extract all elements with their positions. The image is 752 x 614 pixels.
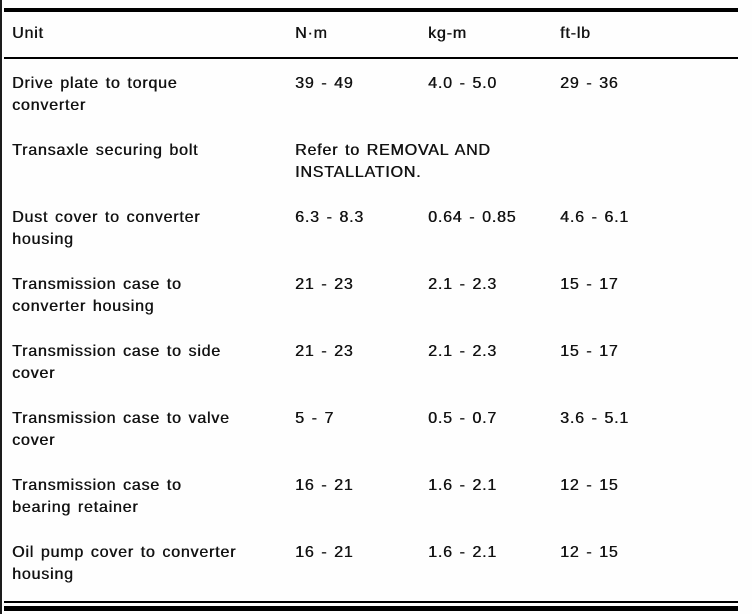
unit-cell-text: Transmission case to valve cover (12, 410, 230, 449)
kgm-value-cell: 2.1 - 2.3 (428, 276, 497, 293)
scan-edge-line (0, 0, 2, 614)
header-nm: N·m (287, 12, 420, 59)
kgm-value-cell: 4.0 - 5.0 (428, 75, 497, 92)
table-row: Transmission case to side cover 21 - 23 2.… (4, 327, 738, 394)
unit-cell: Transmission case to side cover (4, 327, 287, 394)
table-bottom-rule-thick (4, 606, 738, 611)
table-top-rule (4, 8, 738, 12)
nm-value-cell: 5 - 7 (295, 410, 335, 427)
kgm-value-cell: 0.64 - 0.85 (428, 209, 517, 226)
note-cell-text: Refer to REMOVAL AND INSTALLATION. (295, 142, 491, 181)
unit-cell-text: Transaxle securing bolt (12, 142, 199, 159)
table-row: Oil pump cover to converter housing 16 - … (4, 528, 738, 595)
unit-cell-text: Transmission case to side cover (12, 343, 221, 382)
kgm-value-cell: 1.6 - 2.1 (428, 544, 497, 561)
note-cell: Refer to REMOVAL AND INSTALLATION. (287, 126, 738, 193)
table-header-row: Unit N·m kg-m ft-lb (4, 12, 738, 59)
unit-cell-text: Dust cover to converter housing (12, 209, 201, 248)
table-row: Drive plate to torque converter 39 - 49 4.… (4, 58, 738, 126)
header-unit: Unit (4, 12, 287, 59)
unit-cell: Transmission case to valve cover (4, 394, 287, 461)
nm-value-cell: 6.3 - 8.3 (295, 209, 364, 226)
unit-cell: Dust cover to converter housing (4, 193, 287, 260)
table-row: Transaxle securing bolt Refer to REMOVAL … (4, 126, 738, 193)
table-bottom-rule-thin (4, 601, 738, 603)
unit-cell: Transmission case to bearing retainer (4, 461, 287, 528)
ftlb-value-cell: 15 - 17 (560, 343, 619, 360)
ftlb-value-cell: 4.6 - 6.1 (560, 209, 629, 226)
kgm-value-cell: 1.6 - 2.1 (428, 477, 497, 494)
unit-cell-text: Transmission case to bearing retainer (12, 477, 182, 516)
header-ftlb: ft-lb (552, 12, 738, 59)
unit-cell: Transaxle securing bolt (4, 126, 287, 193)
unit-cell: Transmission case to converter housing (4, 260, 287, 327)
header-kgm: kg-m (420, 12, 552, 59)
torque-spec-table: Unit N·m kg-m ft-lb Drive plate to torqu… (4, 12, 738, 595)
nm-value-cell: 21 - 23 (295, 343, 354, 360)
table-row: Transmission case to bearing retainer 16 … (4, 461, 738, 528)
unit-cell-text: Oil pump cover to converter housing (12, 544, 237, 583)
unit-cell-text: Transmission case to converter housing (12, 276, 182, 315)
unit-cell-text: Drive plate to torque converter (12, 75, 178, 114)
unit-cell: Oil pump cover to converter housing (4, 528, 287, 595)
table-row: Transmission case to converter housing 21… (4, 260, 738, 327)
ftlb-value-cell: 3.6 - 5.1 (560, 410, 629, 427)
kgm-value-cell: 2.1 - 2.3 (428, 343, 497, 360)
nm-value-cell: 16 - 21 (295, 544, 354, 561)
nm-value-cell: 21 - 23 (295, 276, 354, 293)
table-row: Transmission case to valve cover 5 - 7 0.5… (4, 394, 738, 461)
nm-value-cell: 16 - 21 (295, 477, 354, 494)
unit-cell: Drive plate to torque converter (4, 58, 287, 126)
ftlb-value-cell: 15 - 17 (560, 276, 619, 293)
nm-value-cell: 39 - 49 (295, 75, 354, 92)
kgm-value-cell: 0.5 - 0.7 (428, 410, 497, 427)
spec-table-body: Drive plate to torque converter 39 - 49 4.… (4, 58, 738, 595)
ftlb-value-cell: 29 - 36 (560, 75, 619, 92)
ftlb-value-cell: 12 - 15 (560, 477, 619, 494)
ftlb-value-cell: 12 - 15 (560, 544, 619, 561)
table-row: Dust cover to converter housing 6.3 - 8.3… (4, 193, 738, 260)
